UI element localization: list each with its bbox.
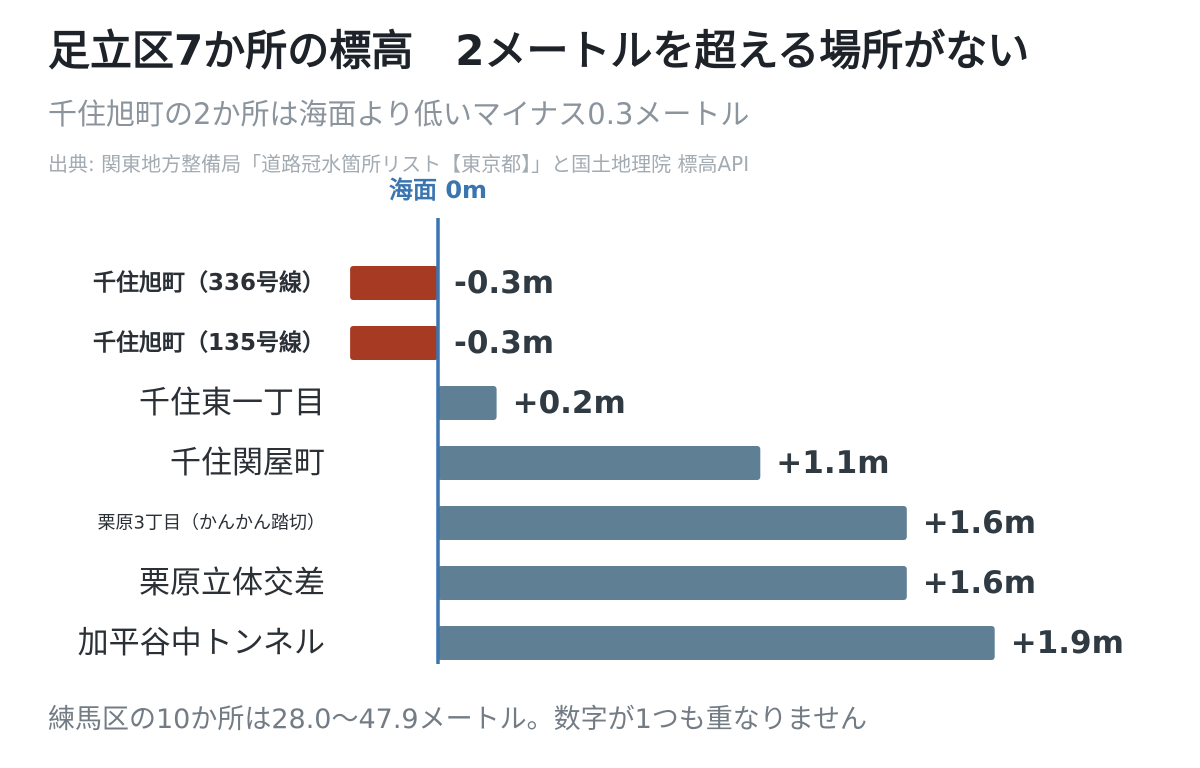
value-labels: -0.3m -0.3m +0.2m +1.1m +1.6m +1.6m +1.9m [454, 265, 1124, 661]
chart-footnote: 練馬区の10か所は28.0〜47.9メートル。数字が1つも重なりません [48, 704, 867, 735]
bar-3 [438, 386, 497, 420]
value-label-2: -0.3m [454, 325, 554, 361]
bar-1 [350, 266, 438, 300]
category-label-6: 栗原立体交差 [139, 565, 325, 601]
category-label-5: 栗原3丁目（かんかん踏切） [98, 513, 325, 534]
bar-4 [438, 446, 761, 480]
value-label-1: -0.3m [454, 265, 554, 301]
chart-subtitle: 千住旭町の2か所は海面より低いマイナス0.3メートル [48, 97, 750, 131]
category-label-4: 千住関屋町 [170, 445, 325, 481]
category-labels: 千住旭町（336号線） 千住旭町（135号線） 千住東一丁目千住関屋町栗原3丁目（か… [78, 269, 325, 661]
bar-6 [438, 566, 907, 600]
bar-2 [350, 326, 438, 360]
bar-7 [438, 626, 995, 660]
value-label-5: +1.6m [923, 505, 1036, 541]
category-label-3: 千住東一丁目 [139, 385, 325, 421]
value-label-7: +1.9m [1011, 625, 1124, 661]
bar-5 [438, 506, 907, 540]
value-label-6: +1.6m [923, 565, 1036, 601]
category-label-1: 千住旭町（336号線） [93, 269, 325, 296]
category-label-7: 加平谷中トンネル [78, 625, 325, 661]
value-label-4: +1.1m [776, 445, 889, 481]
category-label-2: 千住旭町（135号線） [93, 329, 325, 356]
chart-source: 出典: 関東地方整備局「道路冠水箇所リスト【東京都】」と国土地理院 標高API [48, 152, 750, 176]
bars-group [350, 266, 995, 660]
zero-line-label: 海面 0m [389, 176, 487, 204]
value-label-3: +0.2m [513, 385, 626, 421]
chart-title: 足立区7か所の標高 2メートルを超える場所がない [48, 26, 1030, 75]
